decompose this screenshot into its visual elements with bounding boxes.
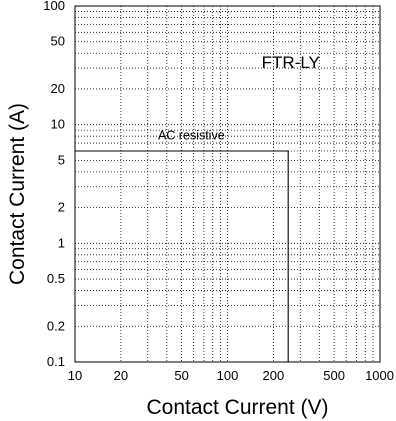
x-tick-label: 100 xyxy=(217,368,239,383)
y-tick-label: 1 xyxy=(58,235,65,250)
x-tick-label: 10 xyxy=(68,368,82,383)
y-tick-label: 0.1 xyxy=(47,354,65,369)
x-tick-label: 500 xyxy=(323,368,345,383)
x-tick-label: 1000 xyxy=(365,368,394,383)
y-tick-label: 10 xyxy=(51,117,65,132)
grid-layer xyxy=(75,6,380,362)
x-tick-label: 20 xyxy=(114,368,128,383)
series-label-ac-resistive: AC resistive xyxy=(158,128,225,142)
chart-title: FTR-LY xyxy=(262,53,320,72)
y-tick-label: 20 xyxy=(51,81,65,96)
x-tick-label: 200 xyxy=(263,368,285,383)
y-tick-label: 0.2 xyxy=(47,318,65,333)
x-tick-label: 50 xyxy=(174,368,188,383)
x-axis-title: Contact Current (V) xyxy=(146,396,328,419)
y-tick-label: 0.5 xyxy=(47,271,65,286)
y-tick-label: 5 xyxy=(58,152,65,167)
y-tick-label: 100 xyxy=(43,0,65,13)
y-tick-label: 2 xyxy=(58,200,65,215)
axes-layer: 0.1 0.2 0.5 1 2 5 10 20 50 100 10 20 50 100 200 500 1000 xyxy=(43,0,394,383)
y-tick-label: 50 xyxy=(51,34,65,49)
y-axis-title: Contact Current (A) xyxy=(6,103,29,285)
